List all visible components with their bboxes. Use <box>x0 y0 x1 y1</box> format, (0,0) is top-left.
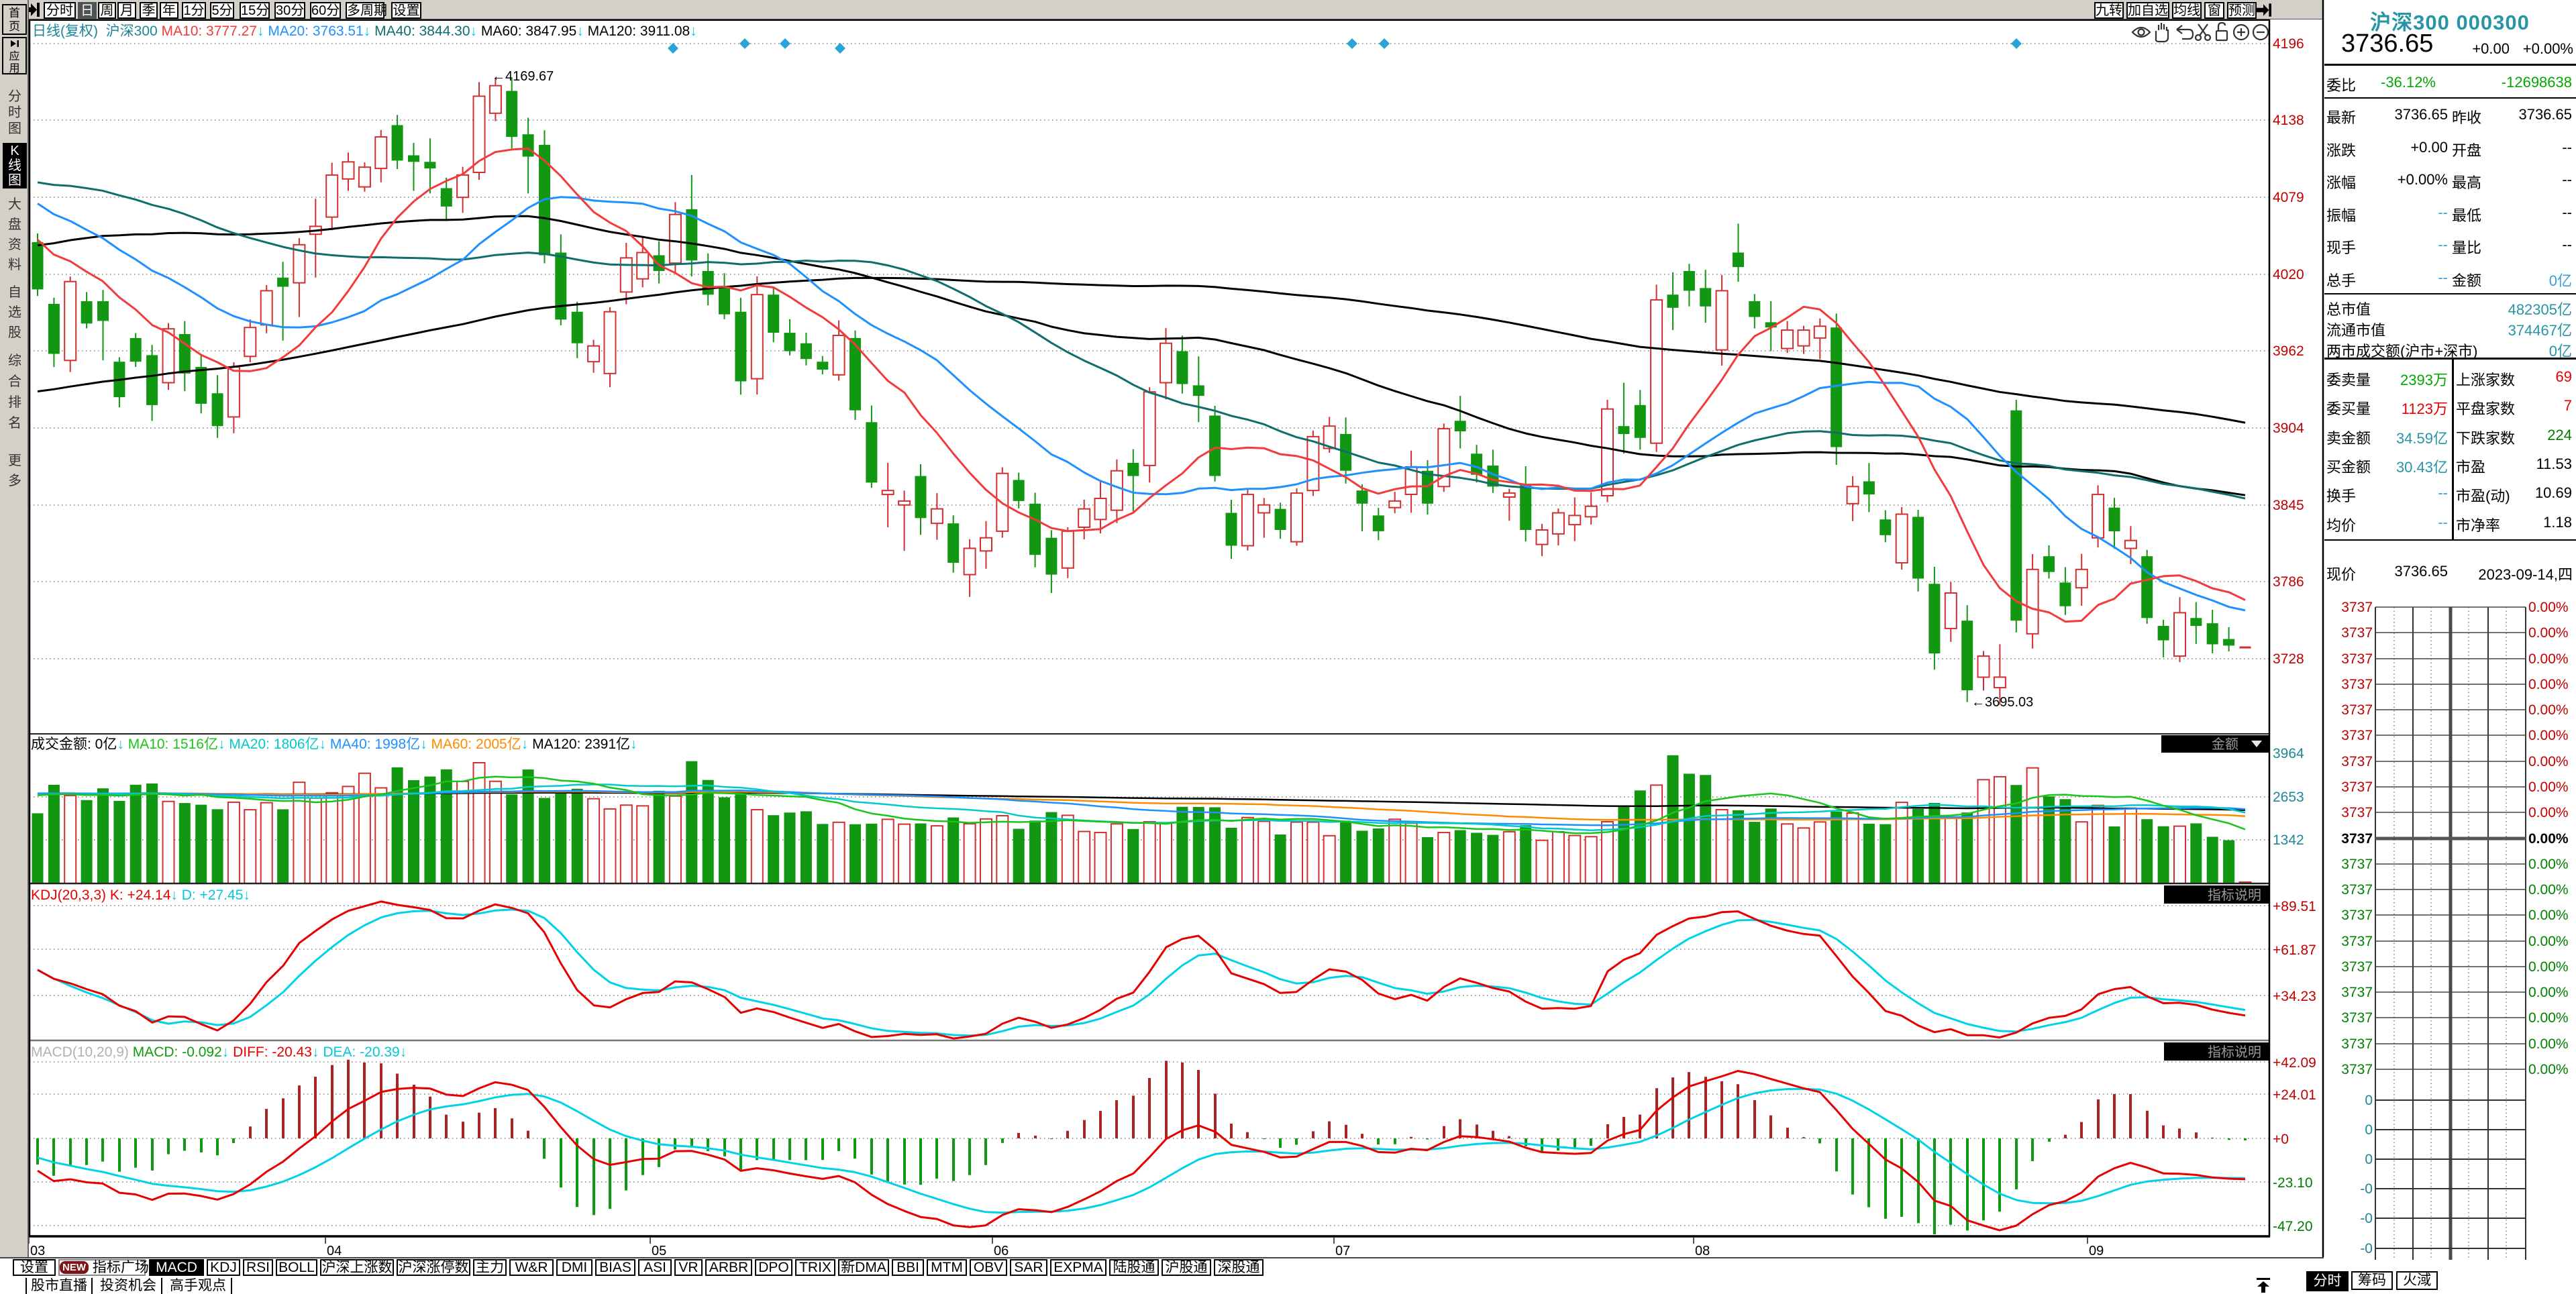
svg-text:3737: 3737 <box>2341 831 2373 847</box>
svg-text:05: 05 <box>652 1244 666 1257</box>
svg-text:04: 04 <box>327 1244 342 1257</box>
svg-text:-0: -0 <box>2360 1241 2373 1256</box>
svg-text:3737: 3737 <box>2341 754 2373 769</box>
svg-text:←3695.03: ←3695.03 <box>1971 695 2033 710</box>
svg-text:0.00%: 0.00% <box>2528 1010 2569 1026</box>
svg-text:0.00%: 0.00% <box>2528 702 2569 718</box>
svg-text:3737: 3737 <box>2341 651 2373 667</box>
svg-text:3737: 3737 <box>2341 857 2373 872</box>
svg-text:3904: 3904 <box>2273 421 2304 436</box>
svg-text:3737: 3737 <box>2341 1036 2373 1052</box>
svg-text:+0: +0 <box>2273 1132 2289 1147</box>
svg-text:0: 0 <box>2365 1093 2373 1108</box>
svg-text:指标说明: 指标说明 <box>2208 1044 2261 1060</box>
svg-text:成交金额: 0亿↓ MA10: 1516亿↓ MA20: 1: 成交金额: 0亿↓ MA10: 1516亿↓ MA20: 1806亿↓ MA40… <box>31 737 637 752</box>
svg-text:3737: 3737 <box>2341 985 2373 1000</box>
svg-text:3964: 3964 <box>2273 746 2304 761</box>
svg-text:3728: 3728 <box>2273 651 2304 667</box>
svg-text:-0: -0 <box>2360 1211 2373 1226</box>
svg-text:3737: 3737 <box>2341 1010 2373 1026</box>
svg-text:1342: 1342 <box>2273 832 2304 848</box>
svg-text:03: 03 <box>30 1244 45 1257</box>
svg-text:0.00%: 0.00% <box>2528 625 2569 641</box>
svg-text:+89.51: +89.51 <box>2273 899 2316 914</box>
svg-text:+61.87: +61.87 <box>2273 942 2316 958</box>
svg-text:0.00%: 0.00% <box>2528 805 2569 820</box>
svg-text:3737: 3737 <box>2341 702 2373 718</box>
svg-text:0.00%: 0.00% <box>2528 985 2569 1000</box>
svg-text:3845: 3845 <box>2273 498 2304 513</box>
svg-text:0.00%: 0.00% <box>2528 1062 2569 1077</box>
svg-text:4138: 4138 <box>2273 113 2304 128</box>
svg-text:07: 07 <box>1335 1244 1350 1257</box>
svg-text:日线(复权) 沪深300 MA10: 3777.27↓ M: 日线(复权) 沪深300 MA10: 3777.27↓ MA20: 3763.5… <box>32 23 697 39</box>
svg-text:0.00%: 0.00% <box>2528 882 2569 898</box>
svg-text:3737: 3737 <box>2341 1062 2373 1077</box>
svg-text:3737: 3737 <box>2341 959 2373 975</box>
svg-text:3737: 3737 <box>2341 805 2373 820</box>
svg-text:0.00%: 0.00% <box>2528 677 2569 692</box>
svg-text:3737: 3737 <box>2341 908 2373 923</box>
svg-text:08: 08 <box>1695 1244 1710 1257</box>
svg-text:-47.20: -47.20 <box>2273 1219 2313 1234</box>
svg-text:0.00%: 0.00% <box>2528 779 2569 795</box>
svg-text:3737: 3737 <box>2341 728 2373 743</box>
svg-text:3737: 3737 <box>2341 600 2373 615</box>
svg-text:0: 0 <box>2365 1122 2373 1138</box>
svg-text:4196: 4196 <box>2273 36 2304 52</box>
svg-text:3737: 3737 <box>2341 677 2373 692</box>
svg-text:-0: -0 <box>2360 1181 2373 1197</box>
svg-text:3737: 3737 <box>2341 882 2373 898</box>
svg-text:0.00%: 0.00% <box>2528 857 2569 872</box>
svg-text:2653: 2653 <box>2273 790 2304 805</box>
svg-text:0.00%: 0.00% <box>2528 908 2569 923</box>
svg-text:0.00%: 0.00% <box>2528 754 2569 769</box>
svg-text:+24.01: +24.01 <box>2273 1087 2316 1103</box>
svg-text:0.00%: 0.00% <box>2528 959 2569 975</box>
svg-text:4020: 4020 <box>2273 267 2304 282</box>
svg-text:3786: 3786 <box>2273 574 2304 590</box>
svg-text:+34.23: +34.23 <box>2273 989 2316 1004</box>
svg-text:0.00%: 0.00% <box>2528 728 2569 743</box>
svg-text:3737: 3737 <box>2341 779 2373 795</box>
svg-text:MACD(10,20,9) MACD: -0.092↓ DI: MACD(10,20,9) MACD: -0.092↓ DIFF: -20.43… <box>31 1044 407 1060</box>
svg-text:0: 0 <box>2365 1152 2373 1167</box>
svg-text:0.00%: 0.00% <box>2528 831 2569 847</box>
svg-text:4079: 4079 <box>2273 190 2304 205</box>
svg-text:金额: 金额 <box>2212 737 2238 752</box>
svg-text:KDJ(20,3,3) K: +24.14↓ D: +27.: KDJ(20,3,3) K: +24.14↓ D: +27.45↓ <box>31 887 250 903</box>
svg-text:3737: 3737 <box>2341 625 2373 641</box>
svg-text:0.00%: 0.00% <box>2528 600 2569 615</box>
svg-text:指标说明: 指标说明 <box>2208 887 2261 903</box>
svg-text:09: 09 <box>2089 1244 2104 1257</box>
svg-text:-23.10: -23.10 <box>2273 1175 2313 1191</box>
svg-text:3737: 3737 <box>2341 934 2373 949</box>
svg-text:0.00%: 0.00% <box>2528 1036 2569 1052</box>
svg-text:3962: 3962 <box>2273 343 2304 359</box>
svg-text:←4169.67: ←4169.67 <box>492 69 554 84</box>
svg-text:0.00%: 0.00% <box>2528 651 2569 667</box>
svg-text:06: 06 <box>994 1244 1009 1257</box>
svg-text:0.00%: 0.00% <box>2528 934 2569 949</box>
svg-text:+42.09: +42.09 <box>2273 1055 2316 1071</box>
